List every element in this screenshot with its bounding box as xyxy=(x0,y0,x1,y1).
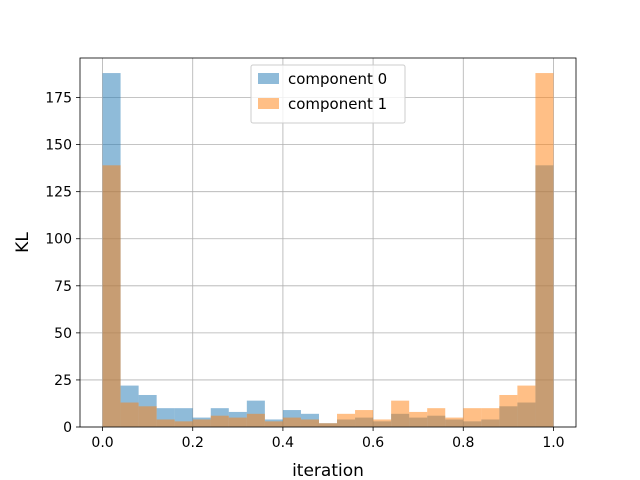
y-tick-label: 125 xyxy=(45,185,72,201)
histogram-bar xyxy=(391,400,410,427)
histogram-bar xyxy=(481,408,500,427)
x-tick-label: 0.2 xyxy=(182,435,204,451)
histogram-bar xyxy=(337,413,356,427)
y-tick-label: 75 xyxy=(54,279,72,295)
legend-swatch-component-0 xyxy=(258,73,279,84)
histogram-bar xyxy=(156,419,175,427)
series-component-1-bars xyxy=(102,73,554,428)
histogram-bar xyxy=(535,73,554,428)
plot-frame xyxy=(79,57,577,428)
x-tick-label: 0.0 xyxy=(91,435,113,451)
histogram-bar xyxy=(264,421,283,427)
legend-label-component-0: component 0 xyxy=(288,70,387,88)
histogram-bar xyxy=(373,419,392,427)
histogram-bar xyxy=(318,423,338,427)
histogram-bar xyxy=(355,410,374,427)
histogram-bar xyxy=(499,394,518,427)
histogram-bar xyxy=(228,417,247,427)
histogram-bar xyxy=(517,385,536,427)
y-tick-label: 100 xyxy=(45,232,72,248)
y-tick-label: 0 xyxy=(63,420,72,436)
y-axis-label: KL xyxy=(13,232,33,253)
histogram-bar xyxy=(120,402,139,427)
legend-box xyxy=(250,64,406,124)
x-tick-label: 0.6 xyxy=(362,435,384,451)
y-tick-label: 25 xyxy=(54,373,72,389)
histogram-bar xyxy=(138,406,157,427)
histogram-bar xyxy=(282,417,301,427)
histogram-bar xyxy=(246,413,265,427)
histogram-bar xyxy=(210,415,229,427)
y-axis-ticks: 0 25 50 75 100 125 150 175 xyxy=(45,91,80,436)
y-tick-label: 50 xyxy=(54,326,72,342)
histogram-bar xyxy=(445,417,464,427)
legend: component 0 component 1 xyxy=(250,64,406,124)
histogram-bar xyxy=(174,421,193,427)
legend-label-component-1: component 1 xyxy=(288,95,387,113)
x-tick-label: 0.4 xyxy=(272,435,294,451)
x-axis-label: iteration xyxy=(292,461,364,480)
histogram-bar xyxy=(427,408,446,427)
x-tick-label: 0.8 xyxy=(452,435,474,451)
histogram-bar xyxy=(463,408,482,427)
y-tick-label: 150 xyxy=(45,138,72,154)
x-tick-label: 1.0 xyxy=(542,435,564,451)
histogram-bar xyxy=(300,419,319,427)
y-tick-label: 175 xyxy=(45,91,72,107)
histogram-bar xyxy=(102,165,121,427)
x-axis-ticks: 0.0 0.2 0.4 0.6 0.8 1.0 xyxy=(91,427,565,451)
histogram-bar xyxy=(192,419,211,427)
legend-swatch-component-1 xyxy=(258,98,279,109)
histogram-bar xyxy=(409,411,428,427)
